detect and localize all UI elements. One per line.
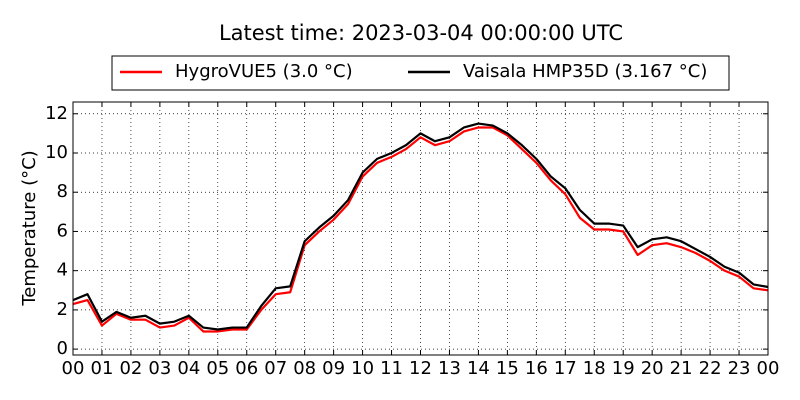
y-tick-label: 0: [57, 338, 68, 359]
x-tick-label: 03: [148, 358, 171, 379]
x-tick-label: 20: [641, 358, 664, 379]
x-tick-label: 02: [119, 358, 142, 379]
x-tick-label: 00: [757, 358, 780, 379]
x-tick-label: 05: [206, 358, 229, 379]
legend-box: [111, 55, 730, 91]
x-tick-label: 11: [380, 358, 403, 379]
x-tick-label: 21: [670, 358, 693, 379]
x-tick-label: 18: [583, 358, 606, 379]
x-tick-label: 04: [177, 358, 200, 379]
x-tick-label: 22: [699, 358, 722, 379]
plot-frame: [72, 101, 769, 356]
y-tick-label: 4: [57, 260, 68, 281]
x-tick-label: 19: [612, 358, 635, 379]
legend-label: Vaisala HMP35D (3.167 °C): [463, 61, 707, 82]
y-axis-label: Temperature (°C): [19, 150, 40, 306]
y-tick-label: 10: [45, 142, 68, 163]
x-tick-label: 14: [467, 358, 490, 379]
x-tick-label: 07: [264, 358, 287, 379]
x-tick-label: 12: [409, 358, 432, 379]
chart-title: Latest time: 2023-03-04 00:00:00 UTC: [219, 21, 623, 45]
x-tick-label: 09: [322, 358, 345, 379]
x-tick-label: 08: [293, 358, 316, 379]
x-tick-label: 10: [351, 358, 374, 379]
x-tick-label: 01: [91, 358, 114, 379]
x-tick-label: 00: [62, 358, 85, 379]
x-tick-label: 16: [525, 358, 548, 379]
y-tick-label: 2: [57, 299, 68, 320]
series-line: [72, 122, 769, 331]
x-tick-label: 06: [235, 358, 258, 379]
series-line: [72, 126, 769, 333]
y-tick-label: 6: [57, 220, 68, 241]
y-tick-label: 12: [45, 103, 68, 124]
x-tick-label: 23: [728, 358, 751, 379]
x-tick-label: 15: [496, 358, 519, 379]
x-tick-label: 13: [438, 358, 461, 379]
x-tick-label: 17: [554, 358, 577, 379]
y-tick-label: 8: [57, 181, 68, 202]
legend-label: HygroVUE5 (3.0 °C): [175, 61, 353, 82]
